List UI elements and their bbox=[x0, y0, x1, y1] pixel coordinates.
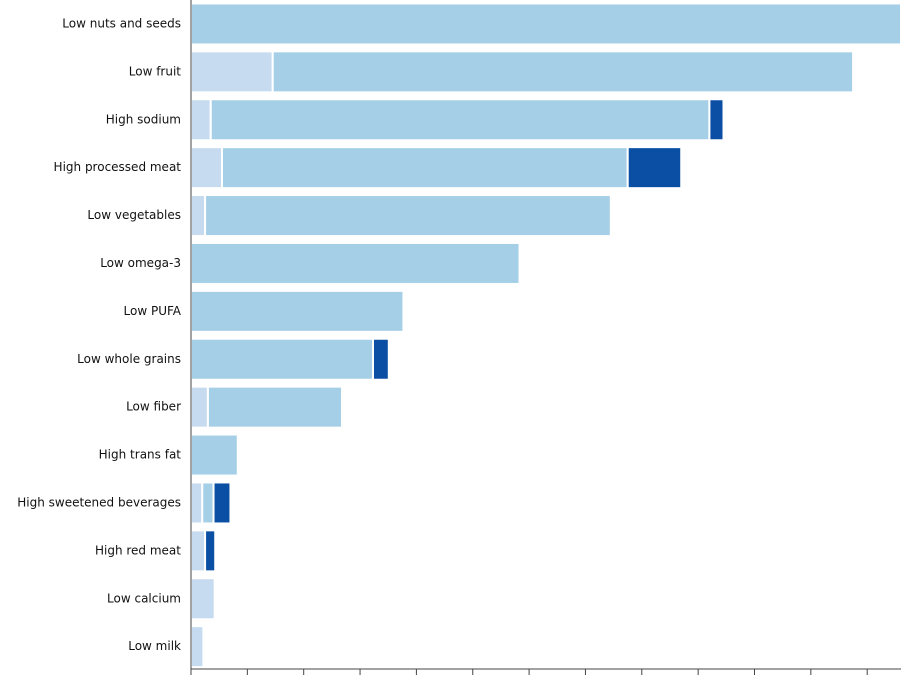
bar-segment-1 bbox=[190, 481, 204, 525]
bar-segment-2 bbox=[271, 50, 855, 94]
bar-segment-2 bbox=[190, 2, 902, 46]
bars-layer bbox=[190, 2, 902, 669]
bar-segment-3 bbox=[626, 146, 683, 190]
category-labels: Low nuts and seeds Low fruit High sodium Hi… bbox=[17, 16, 182, 653]
bar-segment-1 bbox=[190, 98, 212, 142]
bar-segment-1 bbox=[190, 50, 274, 94]
axes-layer bbox=[190, 0, 901, 670]
bar-segment-2 bbox=[190, 337, 375, 381]
category-label: High red meat bbox=[95, 543, 181, 557]
category-label: High trans fat bbox=[99, 448, 182, 462]
bar-segment-2 bbox=[190, 289, 405, 333]
category-label: Low vegetables bbox=[87, 208, 181, 222]
bar-segment-3 bbox=[708, 98, 725, 142]
bar-segment-3 bbox=[204, 529, 217, 573]
bar-segment-2 bbox=[206, 385, 344, 429]
bar-segment-1 bbox=[190, 194, 207, 238]
category-label: Low fruit bbox=[129, 64, 182, 78]
category-label: Low milk bbox=[128, 639, 181, 653]
bar-segment-2 bbox=[204, 194, 612, 238]
category-label: Low whole grains bbox=[77, 352, 181, 366]
bar-segment-1 bbox=[190, 625, 205, 669]
category-label: High sweetened beverages bbox=[17, 495, 181, 509]
category-label: High processed meat bbox=[54, 160, 182, 174]
category-label: Low PUFA bbox=[124, 304, 182, 318]
category-label: High sodium bbox=[106, 112, 181, 126]
x-axis-ticks bbox=[190, 669, 868, 675]
bar-segment-3 bbox=[212, 481, 232, 525]
category-label: Low calcium bbox=[107, 591, 181, 605]
bar-segment-1 bbox=[190, 529, 207, 573]
category-label: Low fiber bbox=[126, 400, 181, 414]
bar-segment-2 bbox=[209, 98, 711, 142]
bar-segment-2 bbox=[201, 481, 215, 525]
bar-segment-1 bbox=[190, 385, 209, 429]
bar-segment-2 bbox=[220, 146, 629, 190]
bar-segment-1 bbox=[190, 577, 216, 621]
bar-segment-3 bbox=[372, 337, 390, 381]
category-label: Low omega-3 bbox=[100, 256, 181, 270]
bar-segment-1 bbox=[190, 146, 223, 190]
category-label: Low nuts and seeds bbox=[62, 16, 181, 30]
bar-segment-2 bbox=[190, 433, 239, 477]
bar-segment-2 bbox=[190, 241, 521, 285]
